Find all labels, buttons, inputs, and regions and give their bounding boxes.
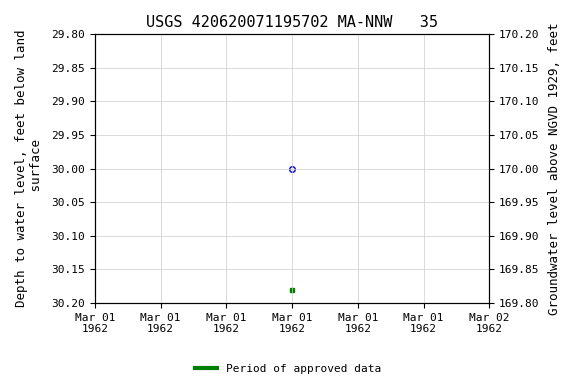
- Legend: Period of approved data: Period of approved data: [191, 359, 385, 379]
- Title: USGS 420620071195702 MA-NNW   35: USGS 420620071195702 MA-NNW 35: [146, 15, 438, 30]
- Y-axis label: Groundwater level above NGVD 1929, feet: Groundwater level above NGVD 1929, feet: [548, 22, 561, 315]
- Y-axis label: Depth to water level, feet below land
 surface: Depth to water level, feet below land su…: [15, 30, 43, 307]
